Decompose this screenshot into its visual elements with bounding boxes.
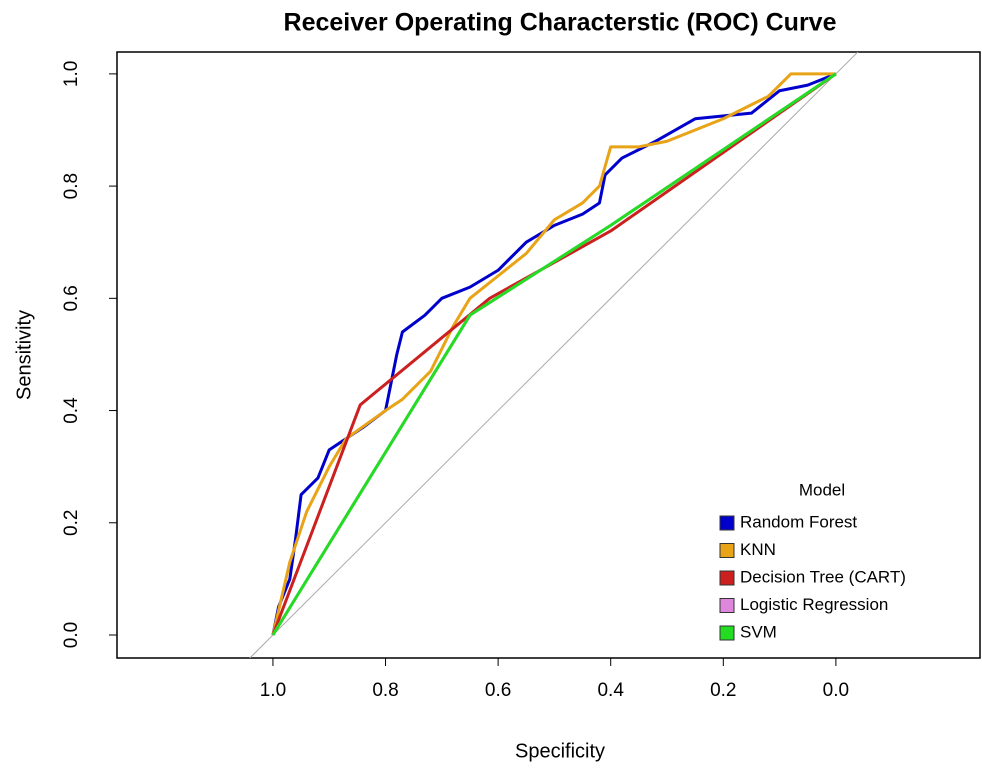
legend-label: Random Forest bbox=[740, 512, 857, 531]
y-tick-label: 1.0 bbox=[61, 61, 82, 87]
plot-area bbox=[249, 52, 859, 658]
y-tick-label: 0.6 bbox=[61, 285, 82, 311]
x-tick-label: 0.8 bbox=[372, 680, 398, 701]
x-tick-label: 0.6 bbox=[485, 680, 511, 701]
roc-curve bbox=[271, 72, 836, 636]
y-tick-label: 0.8 bbox=[61, 173, 82, 199]
y-axis-label: Sensitivity bbox=[13, 310, 35, 400]
legend-label: Decision Tree (CART) bbox=[740, 567, 906, 586]
legend-swatch bbox=[719, 515, 735, 531]
y-tick-label: 0.4 bbox=[61, 397, 82, 424]
legend-swatch bbox=[719, 543, 735, 558]
x-tick-label: 0.0 bbox=[823, 680, 849, 701]
x-tick-label: 0.4 bbox=[597, 680, 624, 701]
legend-label: SVM bbox=[740, 622, 777, 641]
x-axis-label: Specificity bbox=[515, 740, 605, 762]
y-tick-label: 0.0 bbox=[61, 622, 82, 648]
chart-title: Receiver Operating Characterstic (ROC) C… bbox=[284, 9, 837, 37]
x-tick-label: 0.2 bbox=[710, 680, 736, 701]
legend-label: Logistic Regression bbox=[740, 595, 888, 614]
roc-curve bbox=[271, 72, 837, 636]
legend-swatch bbox=[719, 625, 735, 641]
chance-line bbox=[249, 52, 859, 658]
y-tick-label: 0.2 bbox=[61, 510, 82, 536]
roc-curve bbox=[271, 72, 837, 636]
plot-frame bbox=[116, 51, 981, 659]
legend-swatch bbox=[719, 570, 735, 586]
x-tick-label: 1.0 bbox=[260, 680, 286, 701]
legend-swatch bbox=[719, 598, 735, 613]
roc-curve bbox=[271, 72, 837, 636]
legend-label: KNN bbox=[740, 540, 776, 559]
legend-title: Model bbox=[799, 480, 845, 499]
